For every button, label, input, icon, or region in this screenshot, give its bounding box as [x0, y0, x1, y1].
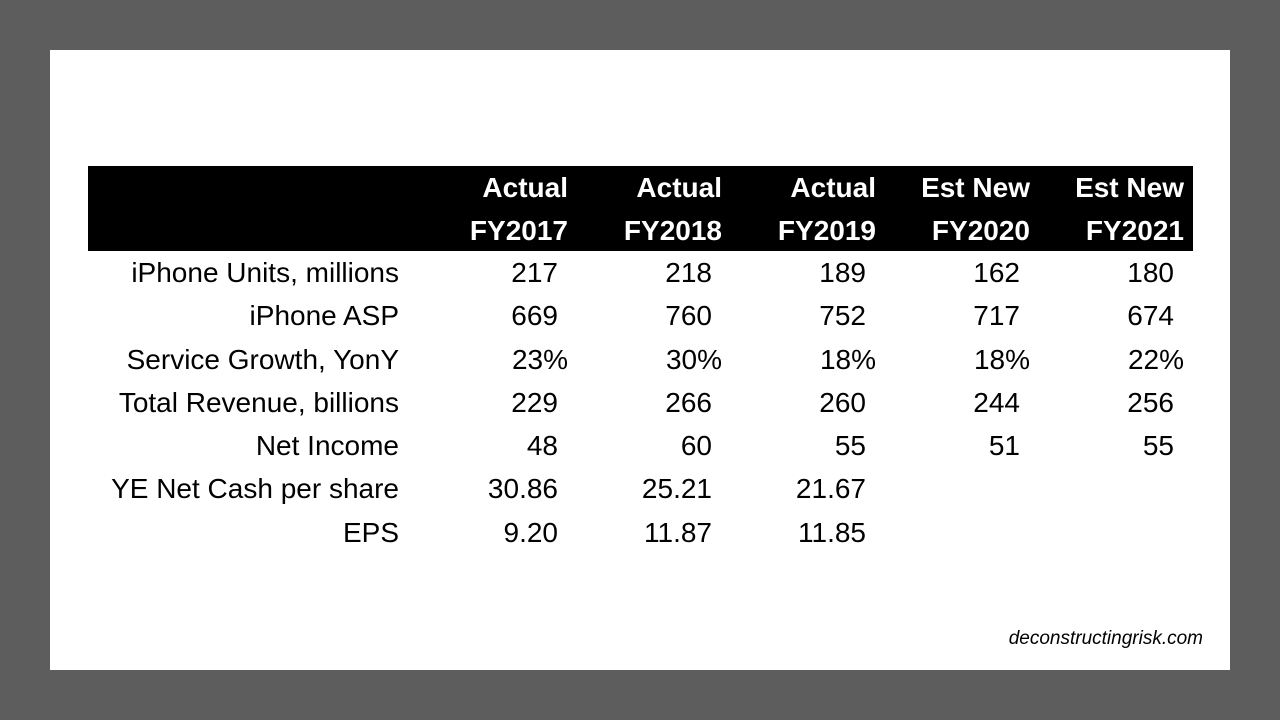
table-row: iPhone Units, millions 217 218 189 162 1…: [88, 251, 1193, 294]
table-cell: 30.86: [487, 473, 558, 505]
header-fy2018: Actual FY2018: [623, 172, 722, 246]
table-cell: 55: [834, 430, 866, 462]
financial-table: Actual FY2017 Actual FY2018 Actual FY201…: [88, 166, 1193, 554]
table-row: YE Net Cash per share 30.86 25.21 21.67: [88, 467, 1193, 510]
table-cell: 51: [988, 430, 1020, 462]
table-cell: 218: [665, 257, 712, 288]
table-cell: 48: [526, 430, 558, 462]
table-cell: 229: [511, 386, 558, 418]
table-cell: 23%: [511, 343, 568, 375]
header-fy2017: Actual FY2017: [469, 172, 568, 246]
row-label: EPS: [342, 516, 399, 548]
table-cell: 669: [511, 300, 558, 332]
row-label: iPhone ASP: [249, 300, 399, 332]
header-fy2019: Actual FY2019: [777, 172, 876, 246]
row-label: Total Revenue, billions: [118, 386, 399, 418]
table-cell: 55: [1142, 430, 1174, 462]
row-label: Net Income: [255, 430, 399, 462]
table-cell: 18%: [819, 343, 876, 375]
header-fy2021: Est New FY2021: [1075, 172, 1184, 246]
table-row: Total Revenue, billions 229 266 260 244 …: [88, 381, 1193, 424]
header-fy2020: Est New FY2020: [921, 172, 1030, 246]
table-row: EPS 9.20 11.87 11.85: [88, 511, 1193, 554]
table-cell: 180: [1127, 257, 1174, 288]
source-credit: deconstructingrisk.com: [1008, 628, 1203, 649]
table-cell: 22%: [1127, 343, 1184, 375]
table-cell: 11.85: [798, 516, 866, 548]
table-cell: 260: [819, 386, 866, 418]
table-cell: 21.67: [795, 473, 866, 505]
table-cell: 752: [819, 300, 866, 332]
table-cell: 25.21: [641, 473, 712, 505]
table-cell: 60: [680, 430, 712, 462]
table-cell: 674: [1127, 300, 1174, 332]
table-cell: 266: [665, 386, 712, 418]
table-row: iPhone ASP 669 760 752 717 674: [88, 294, 1193, 337]
table-header: Actual FY2017 Actual FY2018 Actual FY201…: [88, 166, 1193, 251]
table-cell: 256: [1127, 386, 1174, 418]
table-cell: 217: [511, 257, 558, 288]
row-label: iPhone Units, millions: [131, 257, 399, 288]
table-cell: 9.20: [503, 516, 559, 548]
table-row: Net Income 48 60 55 51 55: [88, 424, 1193, 467]
table-row: Service Growth, YonY 23% 30% 18% 18% 22%: [88, 338, 1193, 381]
slide: Actual FY2017 Actual FY2018 Actual FY201…: [50, 50, 1230, 670]
table-cell: 189: [819, 257, 866, 288]
table-cell: 30%: [665, 343, 722, 375]
table-cell: 11.87: [644, 516, 712, 548]
table-cell: 760: [665, 300, 712, 332]
row-label: YE Net Cash per share: [111, 473, 399, 505]
row-label: Service Growth, YonY: [126, 343, 399, 375]
table-cell: 162: [973, 257, 1020, 288]
table-cell: 18%: [973, 343, 1030, 375]
table-cell: 717: [973, 300, 1020, 332]
table-cell: 244: [973, 386, 1020, 418]
